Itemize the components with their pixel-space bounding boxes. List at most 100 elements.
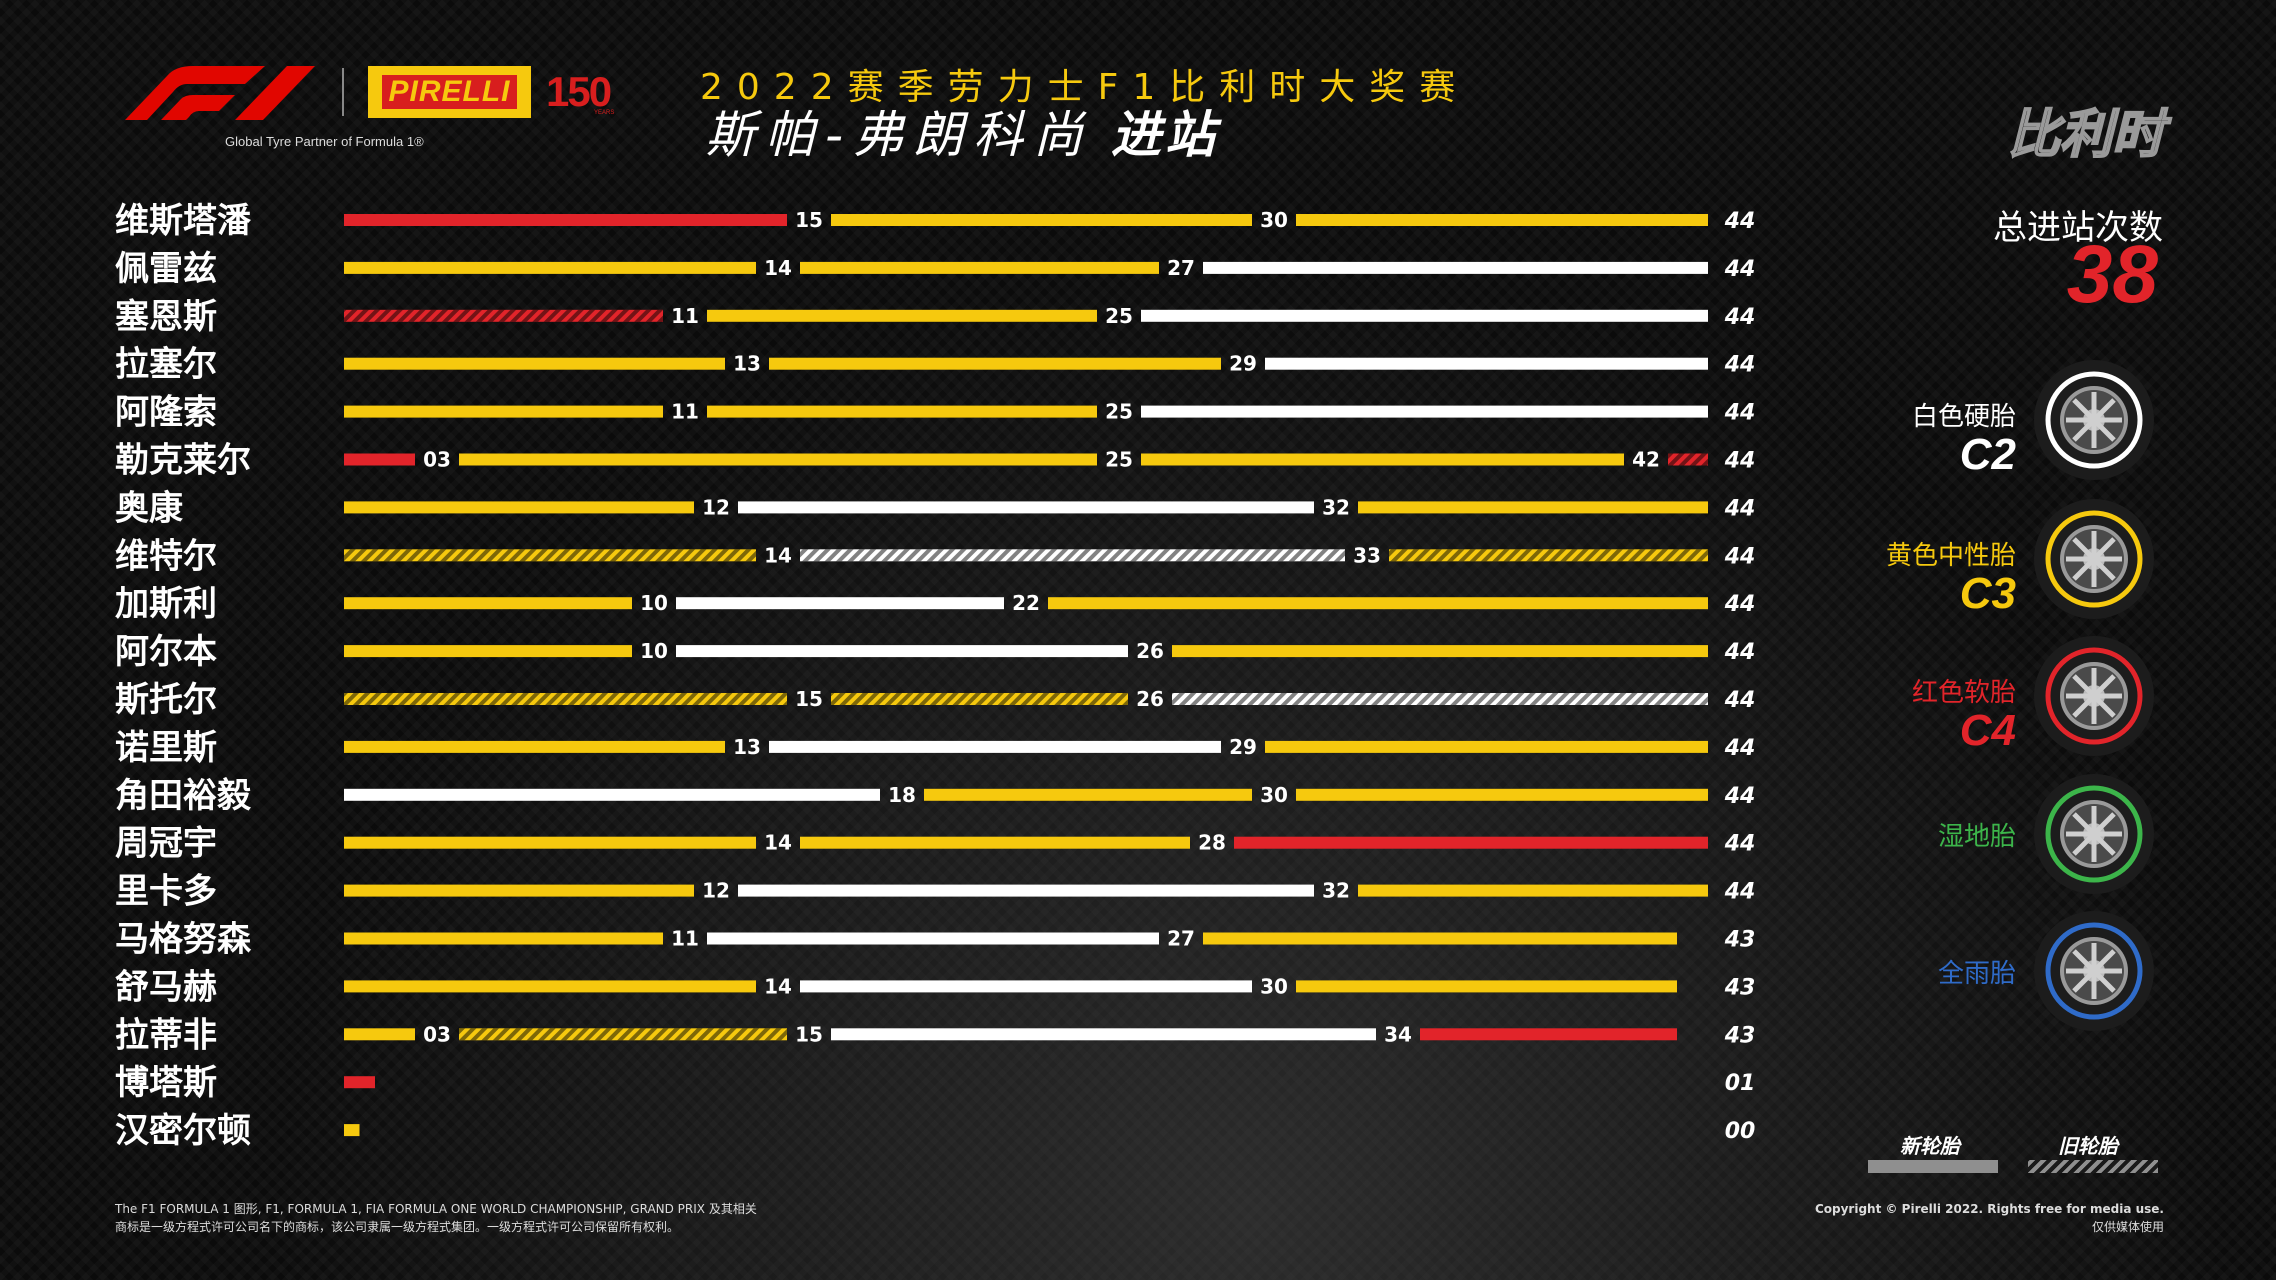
pit-lap-label: 25 (1105, 304, 1133, 328)
laps-completed: 44 (1724, 401, 1756, 426)
stint-bar (1265, 740, 1708, 753)
stint-bar (1296, 980, 1677, 993)
pit-lap-label: 10 (640, 591, 668, 615)
race-title-bold: 进站 (1111, 106, 1220, 164)
stint-bar (676, 645, 1128, 658)
laps-completed: 44 (1724, 257, 1756, 282)
stint-used-hatch (1172, 693, 1708, 705)
logo-divider (342, 68, 344, 116)
driver-name: 拉塞尔 (115, 345, 217, 385)
laps-completed: 44 (1724, 832, 1756, 857)
season-title: 2022赛季劳力士F1比利时大奖赛 (700, 67, 1470, 108)
stint-bar (1203, 261, 1708, 274)
laps-completed: 44 (1724, 688, 1756, 713)
stint-bar (344, 1028, 415, 1041)
stint-bar (344, 980, 756, 993)
stint-bar (800, 836, 1190, 849)
footer-trademark-note: The F1 FORMULA 1 图形, F1, FORMULA 1, FIA … (115, 1200, 757, 1236)
tyre-label-soft: 红色软胎 C4 (1912, 672, 2016, 753)
stint-used-hatch (344, 549, 756, 562)
pit-lap-label: 30 (1260, 974, 1288, 998)
laps-completed: 43 (1724, 975, 1756, 1000)
tagline: Global Tyre Partner of Formula 1® (225, 134, 424, 149)
tyre-row-hard: 白色硬胎 C2 (1636, 358, 2156, 488)
laps-completed: 44 (1724, 353, 1756, 378)
stint-bar (769, 357, 1221, 370)
pit-lap-label: 28 (1198, 831, 1226, 855)
tyre-label-intermediate: 湿地胎 (1938, 816, 2016, 853)
laps-completed: 44 (1724, 209, 1756, 234)
pit-lap-label: 26 (1136, 687, 1164, 711)
driver-name: 维特尔 (115, 536, 217, 576)
stint-bar (1358, 884, 1708, 897)
pit-lap-label: 18 (888, 783, 916, 807)
f1-logo (125, 66, 315, 120)
stint-bar (344, 597, 632, 610)
stint-bar (344, 405, 663, 418)
pit-lap-label: 15 (795, 208, 823, 232)
tyre-name-wet: 全雨胎 (1937, 959, 2016, 989)
tyre-row-soft: 红色软胎 C4 (1636, 634, 2156, 764)
stint-bar (831, 1028, 1376, 1041)
laps-completed: 44 (1724, 736, 1756, 761)
chart-rows: 维斯塔潘 15 30 44 佩雷兹 14 27 44 塞恩斯 11 25 44 拉塞尔 13 29 44 阿隆索… (115, 201, 1755, 1151)
stint-bar (344, 261, 756, 274)
stint-bar (344, 932, 663, 945)
total-stops-value: 38 (2066, 229, 2158, 320)
stint-chart: 维斯塔潘 15 30 44 佩雷兹 14 27 44 塞恩斯 11 25 44 拉塞尔 13 29 44 阿隆索… (115, 201, 1755, 1151)
pit-lap-label: 25 (1105, 448, 1133, 472)
stint-bar (344, 788, 880, 801)
tyre-label-medium: 黄色中性胎 C3 (1886, 535, 2016, 616)
tyre-name-intermediate: 湿地胎 (1937, 822, 2016, 852)
driver-name: 加斯利 (115, 584, 217, 624)
laps-completed: 44 (1724, 592, 1756, 617)
legend-used-label: 旧轮胎 (2058, 1134, 2118, 1158)
pit-lap-label: 13 (733, 735, 761, 759)
stint-bar (738, 501, 1314, 514)
pit-lap-label: 42 (1632, 448, 1660, 472)
tyre-label-wet: 全雨胎 (1938, 953, 2016, 990)
stint-bar (707, 405, 1097, 418)
driver-name: 博塔斯 (115, 1063, 217, 1103)
stint-bar (800, 261, 1159, 274)
pit-lap-label: 32 (1322, 879, 1350, 903)
stint-bar (1296, 788, 1708, 801)
hard-tyre-icon (2034, 360, 2154, 480)
pit-lap-label: 29 (1229, 735, 1257, 759)
total-stops-label: 总进站次数 (1993, 208, 2163, 248)
laps-completed: 44 (1724, 640, 1756, 665)
stint-bar (1172, 645, 1708, 658)
footer-copyright: Copyright © Pirelli 2022. Rights free fo… (1815, 1200, 2164, 1236)
tyre-name-soft: 红色软胎 (1911, 678, 2016, 708)
stint-used-hatch (1668, 453, 1708, 466)
laps-completed: 44 (1724, 305, 1756, 330)
pit-lap-label: 14 (764, 543, 792, 567)
pit-lap-label: 30 (1260, 208, 1288, 232)
tyre-row-wet: 全雨胎 (1636, 909, 2156, 1039)
laps-completed: 44 (1724, 880, 1756, 905)
stint-bar (707, 309, 1097, 322)
driver-name: 阿隆索 (115, 393, 217, 433)
stint-bar (769, 740, 1221, 753)
intermediate-tyre-icon (2034, 774, 2154, 894)
stint-bar (344, 357, 725, 370)
pit-lap-label: 11 (671, 304, 699, 328)
stint-used-hatch (344, 693, 787, 705)
legend-new-label: 新轮胎 (1900, 1134, 1960, 1158)
pit-lap-label: 32 (1322, 495, 1350, 519)
header: PIRELLI 150 YEARS Global Tyre Partner of… (0, 0, 2276, 200)
pirelli-150-logo: 150 (546, 68, 612, 115)
pirelli-wordmark: PIRELLI (382, 75, 517, 109)
stint-bar (707, 932, 1159, 945)
country-label: 比利时 (2007, 104, 2165, 166)
stint-bar (1234, 836, 1708, 849)
laps-completed: 00 (1725, 1119, 1756, 1144)
stint-bar (344, 501, 694, 514)
driver-name: 汉密尔顿 (115, 1111, 251, 1151)
soft-tyre-icon (2034, 636, 2154, 756)
driver-name: 勒克莱尔 (115, 441, 251, 481)
tyre-name-medium: 黄色中性胎 (1885, 541, 2016, 571)
stint-used-hatch (459, 1028, 787, 1041)
laps-completed: 44 (1724, 544, 1756, 569)
pit-lap-label: 27 (1167, 927, 1195, 951)
